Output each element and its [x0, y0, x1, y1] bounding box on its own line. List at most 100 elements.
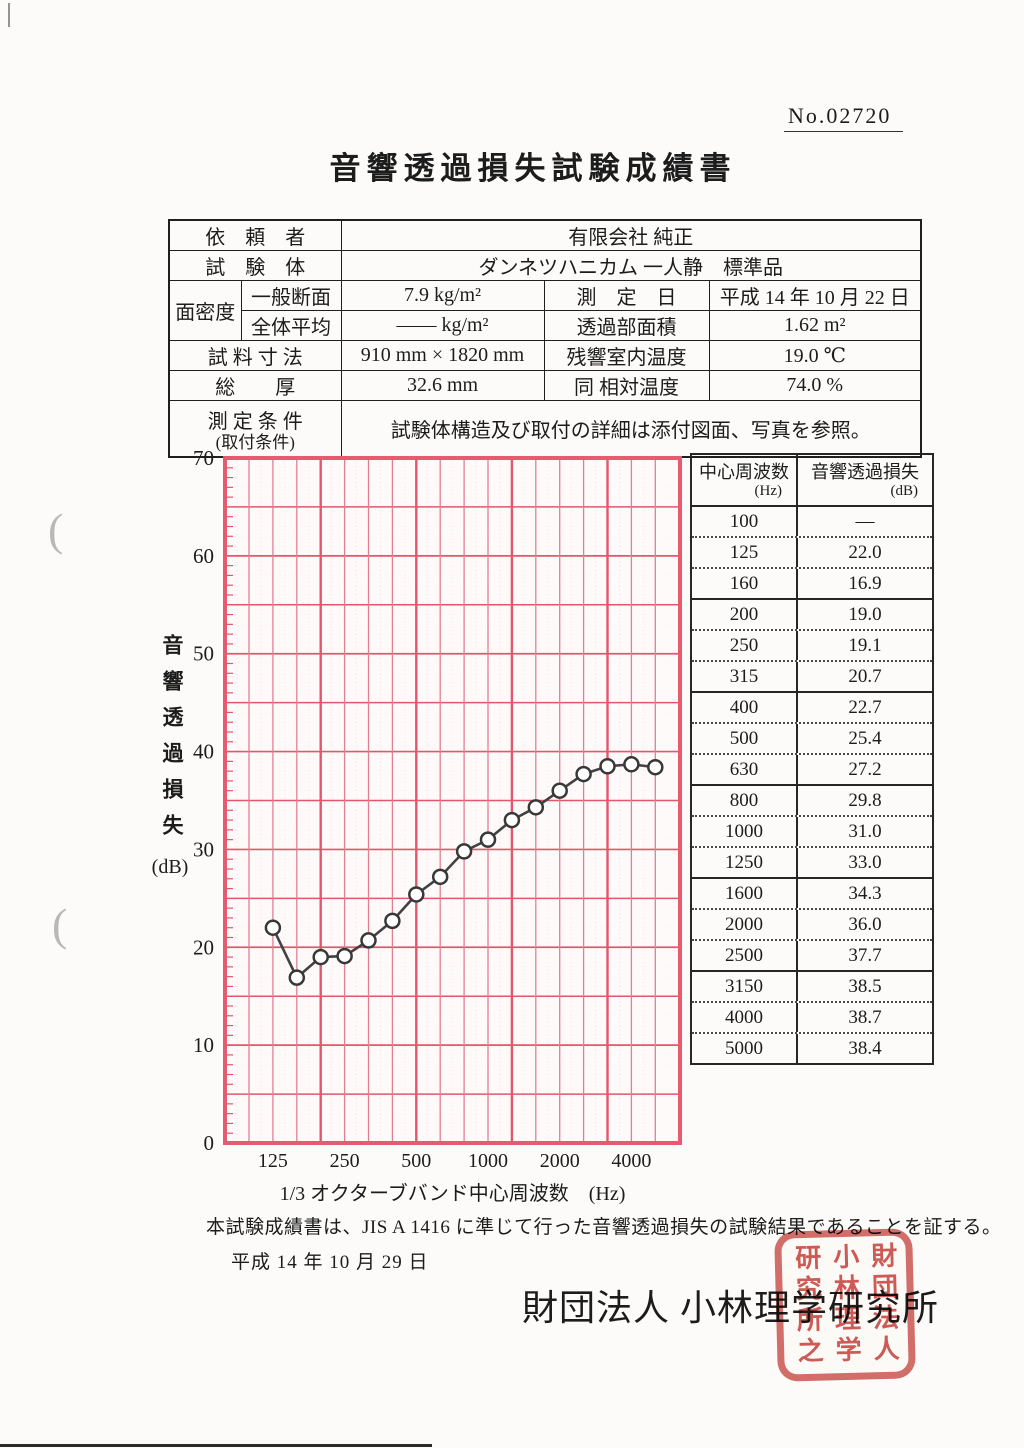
x-tick-labels: 125 250 500 1000 2000 4000 — [258, 1150, 651, 1172]
frequency-cell: 250 — [692, 631, 798, 660]
svg-text:50: 50 — [193, 642, 214, 666]
svg-text:20: 20 — [193, 935, 214, 959]
data-point-marker — [479, 831, 497, 848]
data-point-marker — [360, 932, 377, 949]
data-point-marker — [264, 919, 282, 936]
svg-text:1000: 1000 — [468, 1150, 508, 1172]
seal-text-column: 研究所之 — [791, 1243, 824, 1369]
data-point-marker — [599, 758, 616, 775]
data-point-marker — [647, 758, 664, 776]
density-label: 面密度 — [168, 280, 242, 341]
loss-cell: 27.2 — [848, 759, 882, 780]
freq-header-cell: 中心周波数 (Hz) — [692, 455, 798, 505]
loss-cell: 25.4 — [848, 728, 882, 749]
data-point-marker — [312, 948, 329, 966]
scan-edge-line — [0, 1444, 432, 1447]
freq-header: 中心周波数 — [699, 461, 789, 482]
chart-y-axis-title: 音響透過損失 — [160, 634, 184, 850]
table-row: 315 20.7 — [692, 660, 932, 691]
chart-frame — [223, 456, 682, 1145]
frequency-cell: 2000 — [692, 910, 798, 939]
data-point-marker — [623, 756, 640, 773]
table-row: 125 22.0 — [692, 536, 932, 567]
result-table: 中心周波数 (Hz) 音響透過損失 (dB) 100 — 125 22.0 160 16.… — [690, 453, 934, 1065]
frequency-cell: 1000 — [692, 817, 798, 846]
table-row: 160 16.9 — [692, 567, 932, 598]
svg-text:30: 30 — [193, 837, 214, 861]
info-row-size: 試 料 寸 法 910 mm × 1820 mm 残響室内温度 19.0 ℃ — [168, 340, 922, 371]
table-row: 1000 31.0 — [692, 815, 932, 846]
data-point-marker — [575, 765, 592, 783]
area-value: 1.62 m² — [708, 310, 922, 341]
result-table-header: 中心周波数 (Hz) 音響透過損失 (dB) — [692, 455, 932, 507]
table-row: 1250 33.0 — [692, 846, 932, 877]
loss-cell: 22.7 — [848, 697, 882, 718]
frequency-cell: 4000 — [692, 1003, 798, 1032]
svg-text:2000: 2000 — [540, 1150, 580, 1172]
frequency-cell: 160 — [692, 569, 798, 598]
chart-y-axis-unit: (dB) — [151, 856, 189, 878]
y-tick-labels: 0 10 20 30 40 50 60 70 — [193, 450, 214, 1155]
loss-cell: 29.8 — [848, 790, 882, 811]
loss-header: 音響透過損失 — [811, 461, 919, 482]
data-point-marker — [527, 799, 545, 816]
table-row: 800 29.8 — [692, 784, 932, 815]
frequency-cell: 400 — [692, 693, 798, 722]
loss-cell: 38.7 — [848, 1007, 882, 1028]
info-row-client: 依 頼 者 有限会社 純正 — [168, 219, 922, 251]
measurement-date-value: 平成 14 年 10 月 22 日 — [708, 280, 922, 311]
frequency-cell: 200 — [692, 600, 798, 629]
specimen-value: ダンネツハニカム 一人静 標準品 — [340, 250, 922, 281]
paper-texture — [225, 458, 680, 1143]
frequency-cell: 800 — [692, 786, 798, 815]
seal-text-column: 小林理学 — [829, 1242, 862, 1368]
official-seal: 財団法人 小林理学 研究所之 — [774, 1228, 916, 1382]
frequency-cell: 315 — [692, 662, 798, 691]
size-label: 試 料 寸 法 — [168, 340, 342, 371]
frequency-cell: 100 — [692, 507, 798, 536]
density-general-value: 7.9 kg/m² — [340, 280, 545, 311]
temperature-value: 19.0 ℃ — [708, 340, 922, 371]
svg-text:0: 0 — [204, 1131, 215, 1155]
svg-text:40: 40 — [193, 740, 214, 764]
frequency-cell: 125 — [692, 538, 798, 567]
info-row-conditions: 測 定 条 件 (取付条件) 試験体構造及び取付の詳細は添付図面、写真を参照。 — [168, 400, 922, 457]
area-label: 透過部面積 — [543, 310, 710, 341]
frequency-cell: 5000 — [692, 1034, 798, 1063]
data-point-marker — [455, 843, 473, 860]
conditions-label: 測 定 条 件 (取付条件) — [168, 400, 342, 457]
loss-cell: 37.7 — [848, 945, 882, 966]
table-row: 400 22.7 — [692, 691, 932, 722]
frequency-cell: 1250 — [692, 848, 798, 877]
conditions-label-line2: (取付条件) — [215, 433, 295, 453]
density-average-value: ―― kg/m² — [340, 310, 545, 341]
loss-cell: 20.7 — [848, 666, 882, 687]
specimen-label: 試 験 体 — [168, 250, 342, 281]
result-table-body: 100 — 125 22.0 160 16.9 200 19.0 250 19.1 315 20.7 4… — [692, 507, 932, 1063]
table-row: 100 — — [692, 507, 932, 536]
chart-x-axis-title: 1/3 オクターブバンド中心周波数 (Hz) — [280, 1181, 626, 1205]
info-row-density-average: 全体平均 ―― kg/m² 透過部面積 1.62 m² — [169, 310, 922, 341]
humidity-value: 74.0 % — [708, 370, 922, 401]
table-row: 4000 38.7 — [692, 1001, 932, 1032]
loss-unit: (dB) — [890, 482, 919, 499]
table-row: 1600 34.3 — [692, 877, 932, 908]
loss-cell: 31.0 — [848, 821, 882, 842]
loss-cell: 19.0 — [848, 604, 882, 625]
info-row-specimen: 試 験 体 ダンネツハニカム 一人静 標準品 — [168, 250, 922, 281]
transmission-loss-chart: 0 10 20 30 40 50 60 70 125 250 500 1000 2000 4000 1/3 … — [193, 450, 682, 1205]
table-row: 2500 37.7 — [692, 939, 932, 970]
table-row: 630 27.2 — [692, 753, 932, 784]
humidity-label: 同 相対温度 — [543, 370, 710, 401]
scan-artifact-mark: ( — [48, 504, 64, 555]
svg-text:125: 125 — [258, 1150, 288, 1172]
svg-text:4000: 4000 — [611, 1150, 651, 1172]
data-point-marker — [431, 868, 449, 886]
issue-date: 平成 14 年 10 月 29 日 — [231, 1252, 429, 1273]
svg-text:60: 60 — [193, 544, 214, 568]
info-table: 依 頼 者 有限会社 純正 試 験 体 ダンネツハニカム 一人静 標準品 面密度… — [168, 219, 923, 458]
density-average-label: 全体平均 — [240, 310, 342, 341]
density-general-label: 一般断面 — [240, 280, 342, 311]
frequency-cell: 500 — [692, 724, 798, 753]
data-point-marker — [288, 969, 306, 986]
